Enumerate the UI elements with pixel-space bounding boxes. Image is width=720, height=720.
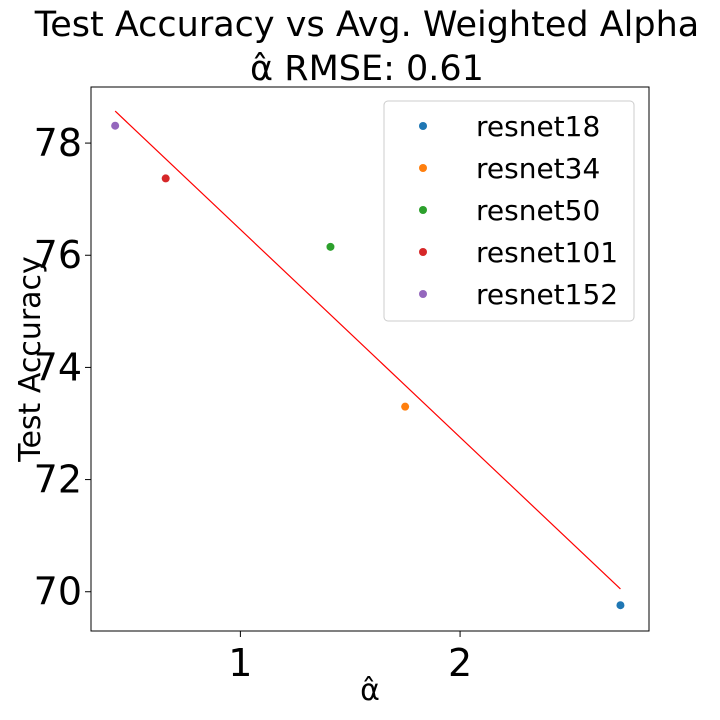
fit-line (114, 110, 621, 590)
legend-marker-resnet18 (419, 122, 427, 130)
legend-marker-resnet152 (419, 290, 427, 298)
y-axis-ticks: 70 72 74 76 78 (34, 121, 91, 614)
x-tick-label: 1 (228, 641, 252, 685)
point-resnet34 (401, 402, 410, 411)
y-axis-label: Test Accuracy (13, 256, 48, 463)
legend-label-resnet18: resnet18 (476, 110, 600, 143)
legend-marker-resnet50 (419, 206, 427, 214)
x-axis-label: α̂ (360, 673, 380, 708)
y-tick-label: 74 (34, 345, 82, 389)
y-tick-label: 70 (34, 570, 82, 614)
chart-title: Test Accuracy vs Avg. Weighted Alpha (34, 5, 699, 45)
point-resnet50 (326, 242, 335, 251)
y-tick-label: 76 (34, 233, 82, 277)
chart-subtitle: α̂ RMSE: 0.61 (250, 49, 484, 89)
point-resnet101 (161, 174, 170, 183)
legend-marker-resnet101 (419, 248, 427, 256)
legend-label-resnet101: resnet101 (476, 236, 618, 269)
x-tick-label: 2 (448, 641, 472, 685)
y-tick-label: 72 (34, 458, 82, 502)
legend: resnet18 resnet34 resnet50 resnet101 resnet1… (383, 100, 635, 322)
legend-marker-resnet34 (419, 164, 427, 172)
point-resnet152 (111, 121, 120, 130)
legend-box (383, 100, 635, 322)
legend-label-resnet50: resnet50 (476, 194, 600, 227)
fit-line-layer (114, 110, 621, 590)
legend-label-resnet34: resnet34 (476, 152, 600, 185)
y-tick-label: 78 (34, 121, 82, 165)
point-resnet18 (616, 601, 625, 610)
points-layer (111, 121, 625, 610)
plot-area (90, 86, 650, 632)
legend-label-resnet152: resnet152 (476, 278, 618, 311)
